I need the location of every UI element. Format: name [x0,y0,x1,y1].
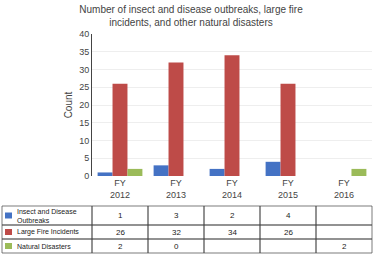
svg-text:1: 1 [118,211,123,220]
svg-text:25: 25 [79,82,89,92]
svg-text:FY2012: FY2012 [110,178,130,200]
svg-text:34: 34 [228,228,237,237]
svg-text:0: 0 [174,242,179,251]
svg-text:5: 5 [84,153,89,163]
svg-text:3: 3 [174,211,179,220]
svg-text:FY2013: FY2013 [166,178,186,200]
svg-text:2: 2 [118,242,123,251]
svg-text:2: 2 [230,211,235,220]
svg-text:Natural Disasters: Natural Disasters [17,243,71,250]
svg-text:4: 4 [286,211,291,220]
svg-text:Large Fire Incidents: Large Fire Incidents [17,228,79,236]
svg-text:35: 35 [79,47,89,57]
svg-text:40: 40 [79,29,89,39]
svg-text:30: 30 [79,65,89,75]
svg-text:Count: Count [63,91,74,118]
svg-text:2: 2 [342,242,347,251]
svg-text:26: 26 [284,228,293,237]
svg-text:15: 15 [79,118,89,128]
svg-text:Number of insect and disease o: Number of insect and disease outbreaks, … [79,4,303,28]
svg-text:20: 20 [79,100,89,110]
svg-text:26: 26 [116,228,125,237]
svg-text:FY2016: FY2016 [334,178,354,200]
svg-text:32: 32 [172,228,181,237]
svg-text:FY2015: FY2015 [278,178,298,200]
svg-text:0: 0 [84,171,89,181]
svg-text:Insect and DiseaseOutbreaks: Insect and DiseaseOutbreaks [17,208,77,224]
svg-text:FY2014: FY2014 [222,178,242,200]
svg-text:10: 10 [79,136,89,146]
